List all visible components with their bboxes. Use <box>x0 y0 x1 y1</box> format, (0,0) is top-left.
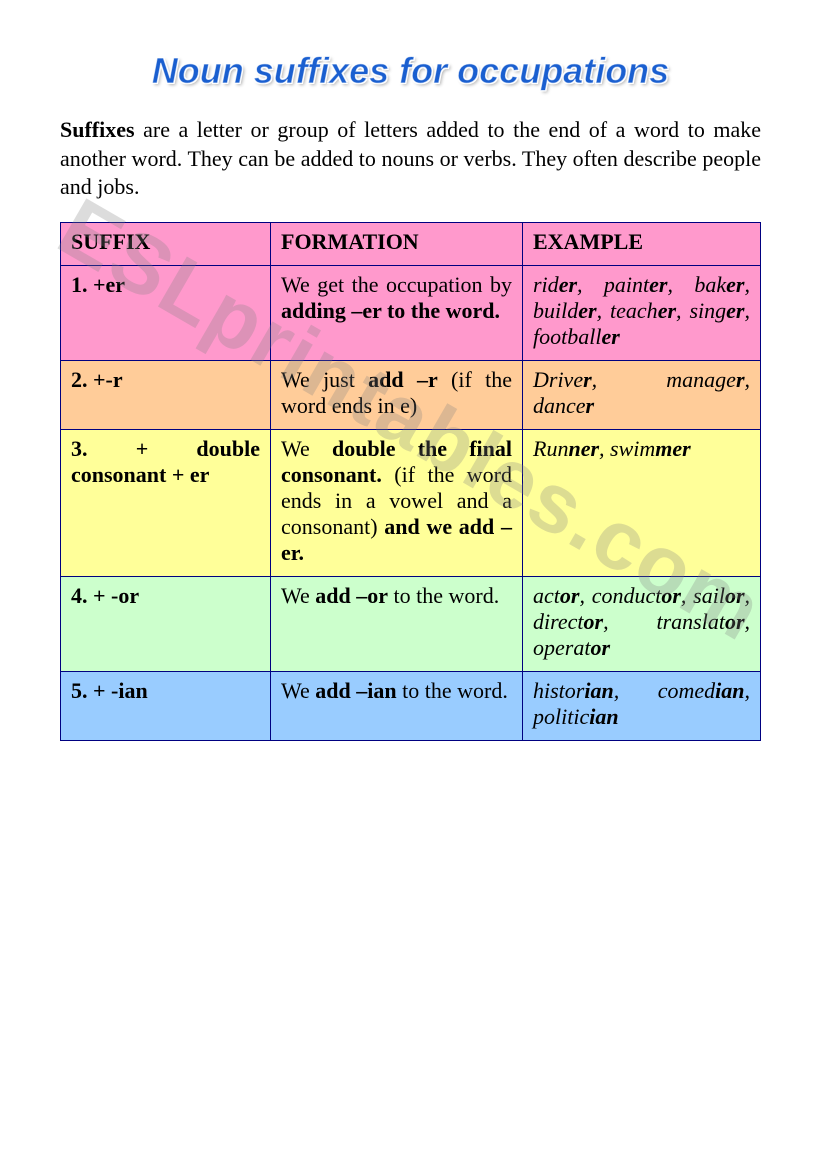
header-example: EXAMPLE <box>523 222 761 265</box>
cell-example: historian, comedian, politician <box>523 671 761 740</box>
cell-formation: We get the occupation by adding –er to t… <box>271 265 523 360</box>
intro-rest: are a letter or group of letters added t… <box>60 117 761 199</box>
table-row: 3. + double consonant + er We double the… <box>61 429 761 576</box>
cell-suffix: 1. +er <box>61 265 271 360</box>
cell-formation: We add –or to the word. <box>271 576 523 671</box>
cell-suffix: 3. + double consonant + er <box>61 429 271 576</box>
cell-example: Driver, manager, dancer <box>523 360 761 429</box>
table-header-row: SUFFIX FORMATION EXAMPLE <box>61 222 761 265</box>
cell-suffix: 4. + -or <box>61 576 271 671</box>
cell-suffix: 2. +-r <box>61 360 271 429</box>
table-row: 2. +-r We just add –r (if the word ends … <box>61 360 761 429</box>
worksheet-page: ESLprintables.com Noun suffixes for occu… <box>0 0 821 821</box>
intro-lead-word: Suffixes <box>60 117 135 142</box>
table-row: 5. + -ian We add –ian to the word. histo… <box>61 671 761 740</box>
table-row: 4. + -or We add –or to the word. actor, … <box>61 576 761 671</box>
suffix-table: SUFFIX FORMATION EXAMPLE 1. +er We get t… <box>60 222 761 741</box>
cell-example: rider, painter, baker, builder, teacher,… <box>523 265 761 360</box>
header-suffix: SUFFIX <box>61 222 271 265</box>
cell-suffix: 5. + -ian <box>61 671 271 740</box>
intro-paragraph: Suffixes are a letter or group of letter… <box>60 116 761 202</box>
cell-formation: We double the final consonant. (if the w… <box>271 429 523 576</box>
cell-example: Runner, swimmer <box>523 429 761 576</box>
page-title: Noun suffixes for occupations <box>60 50 761 92</box>
cell-formation: We add –ian to the word. <box>271 671 523 740</box>
table-row: 1. +er We get the occupation by adding –… <box>61 265 761 360</box>
cell-formation: We just add –r (if the word ends in e) <box>271 360 523 429</box>
cell-example: actor, conductor, sailor, director, tran… <box>523 576 761 671</box>
header-formation: FORMATION <box>271 222 523 265</box>
